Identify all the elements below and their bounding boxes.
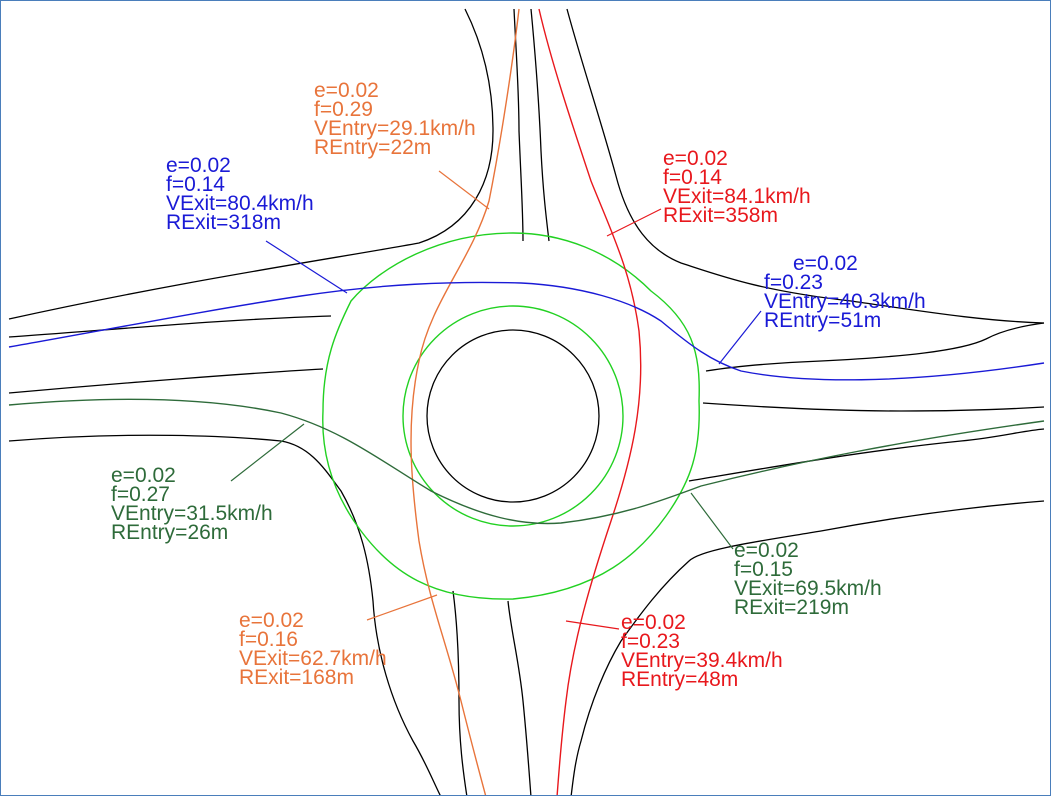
label-v: VEntry=39.4km/h [621,649,783,672]
leader-blue-exit [265,240,348,294]
label-red-entry: e=0.02 f=0.23 VEntry=39.4km/h REntry=48m [621,611,783,691]
label-e: e=0.02 [111,464,176,487]
road-edges [8,8,1045,795]
label-r: RExit=219m [734,596,849,619]
label-r: REntry=51m [764,309,882,332]
label-blue-exit: e=0.02 f=0.14 VExit=80.4km/h RExit=318m [166,154,314,234]
label-v: VExit=80.4km/h [166,192,314,215]
darkgreen-through-path [8,398,1045,525]
label-f: f=0.15 [734,558,793,581]
road-edge [570,500,1045,795]
label-v: VExit=84.1km/h [663,185,811,208]
label-v: VEntry=29.1km/h [314,117,476,140]
label-r: RExit=318m [166,211,281,234]
leader-red-entry [565,620,620,630]
label-red-exit: e=0.02 f=0.14 VExit=84.1km/h RExit=358m [663,147,811,227]
label-green-entry: e=0.02 f=0.27 VEntry=31.5km/h REntry=26m [111,464,273,544]
blue-through-path [8,281,1045,381]
label-e: e=0.02 [314,79,379,102]
label-f: f=0.16 [239,628,298,651]
label-r: REntry=22m [314,136,432,159]
leader-green-exit [690,492,734,550]
central-island [426,329,600,503]
road-edge [452,590,468,795]
label-orange-exit: e=0.02 f=0.16 VExit=62.7km/h RExit=168m [239,609,387,689]
label-r: REntry=26m [111,521,229,544]
label-e: e=0.02 [734,539,799,562]
leader-lines [230,170,762,630]
label-f: f=0.23 [764,271,823,294]
road-edge [688,428,1045,482]
road-edge [8,434,441,795]
label-r: REntry=48m [621,668,739,691]
label-blue-entry: e=0.02 f=0.23 VEntry=40.3km/h REntry=51m [764,252,926,332]
label-e: e=0.02 [663,147,728,170]
leader-orange-exit [366,594,438,621]
leader-red-exit [606,208,662,237]
road-edge [705,322,1045,372]
vehicle-paths [8,8,1045,795]
inner-apron-ring [402,305,624,527]
road-edge [530,8,550,242]
road-edge [8,8,494,320]
orange-through-path [410,8,520,795]
outer-circulatory-boundary [322,232,700,600]
label-f: f=0.27 [111,483,170,506]
label-r: RExit=168m [239,666,354,689]
road-edge [566,8,1045,324]
label-e: e=0.02 [621,611,686,634]
label-green-exit: e=0.02 f=0.15 VExit=69.5km/h RExit=219m [734,539,882,619]
label-v: VExit=69.5km/h [734,577,882,600]
label-orange-entry: e=0.02 f=0.29 VEntry=29.1km/h REntry=22m [314,79,476,159]
leader-green-entry [230,423,305,482]
road-edge [8,368,324,394]
label-e: e=0.02 [239,609,304,632]
road-edge [507,600,532,795]
label-e: e=0.02 [166,154,231,177]
label-f: f=0.14 [166,173,225,196]
road-edge [8,315,332,338]
label-f: f=0.23 [621,630,680,653]
red-through-path [538,8,642,795]
circulatory-roadway [322,232,700,600]
label-v: VExit=62.7km/h [239,647,387,670]
road-edge [702,402,1045,412]
leader-orange-entry [438,170,490,210]
label-r: RExit=358m [663,204,778,227]
label-v: VEntry=31.5km/h [111,502,273,525]
label-e: e=0.02 [793,252,858,275]
label-f: f=0.14 [663,166,722,189]
leader-blue-entry [718,310,762,365]
road-edge [513,8,524,242]
label-f: f=0.29 [314,98,373,121]
label-v: VEntry=40.3km/h [764,290,926,313]
